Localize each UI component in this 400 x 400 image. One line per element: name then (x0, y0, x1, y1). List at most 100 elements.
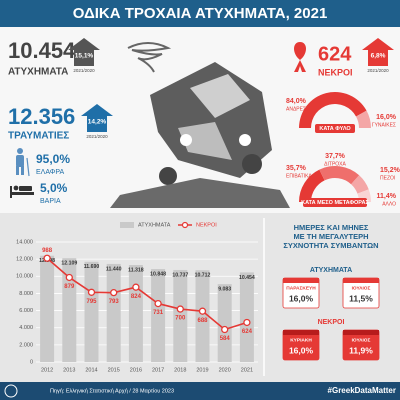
segment-value: 11,4% (377, 193, 397, 200)
accidents-period: 2021/2020 (73, 68, 95, 73)
line-point (154, 299, 162, 308)
y-tick-label: 12.000 (16, 257, 33, 263)
segment-label: ΓΥΝΑΙΚΕΣ (372, 122, 396, 128)
calendar-value: 11,5% (349, 293, 373, 303)
line-value-label: 824 (131, 294, 142, 300)
bar (40, 255, 55, 362)
panel-title: ΣΥΧΝΟΤΗΤΑ ΣΥΜΒΑΝΤΩΝ (283, 241, 378, 250)
x-tick-label: 2013 (63, 367, 75, 373)
line-point (221, 325, 229, 334)
injured-label: ΤΡΑΥΜΑΤΙΕΣ (8, 131, 69, 142)
segment-label: ΠΕΖΟΙ (380, 175, 395, 181)
line-value-label: 688 (197, 318, 208, 324)
calendar-top (343, 278, 379, 283)
segment-label: ΑΛΛΟ (382, 201, 396, 207)
bar-value-label: 10.737 (172, 272, 188, 278)
bar-value-label: 10.848 (150, 271, 166, 277)
calendar-top (283, 278, 319, 283)
bar (151, 269, 166, 362)
line-point (243, 318, 251, 327)
bar (62, 258, 77, 362)
donut-segment (351, 175, 369, 194)
bar (128, 264, 143, 362)
line-point (43, 254, 51, 262)
bar (239, 272, 254, 362)
calendar-label: ΠΑΡΑΣΚΕΥΗ (286, 285, 316, 291)
calendar-label: ΙΟΥΛΙΟΣ (352, 285, 371, 291)
x-tick-label: 2019 (196, 367, 208, 373)
accidents-change: 15,1% (75, 53, 94, 60)
legend-swatch (181, 221, 189, 229)
accidents-value: 10.454 (8, 38, 76, 63)
x-tick-label: 2020 (219, 367, 231, 373)
bar-value-label: 11.690 (84, 264, 100, 270)
donut-segment (299, 169, 325, 202)
y-tick-label: 6.000 (19, 308, 33, 314)
calendar-value: 11,9% (349, 345, 373, 355)
y-tick-label: 0 (30, 359, 33, 365)
bar-value-label: 10.712 (195, 273, 211, 279)
segment-value: 37,7% (325, 153, 346, 160)
line-point (65, 273, 73, 282)
group-title: ΑΤΥΧΗΜΑΤΑ (310, 267, 352, 274)
calendar-label: ΚΥΡΙΑΚΗ (290, 337, 312, 343)
x-tick-label: 2017 (152, 367, 164, 373)
light-value: 95,0% (36, 152, 70, 166)
y-tick-label: 8.000 (19, 291, 33, 297)
bar (84, 261, 99, 362)
change-arrow (68, 38, 100, 66)
segment-label: ΑΝΔΡΕΣ (286, 106, 306, 112)
x-tick-label: 2012 (41, 367, 53, 373)
donut-segment (356, 110, 371, 128)
deaths-label: ΝΕΚΡΟΙ (318, 67, 353, 77)
line-value-label: 793 (109, 299, 120, 305)
panel-title: ΜΕ ΤΗ ΜΕΓΑΛΥΤΕΡΗ (293, 232, 368, 241)
person-icon (16, 148, 30, 177)
segment-value: 35,7% (286, 165, 307, 172)
line-value-label: 988 (42, 248, 53, 254)
y-tick-label: 2.000 (19, 342, 33, 348)
line-point (176, 305, 184, 313)
legend-swatch (120, 222, 134, 228)
header-bar (0, 0, 400, 27)
calendar-top (283, 330, 319, 335)
injured-change: 14,2% (88, 119, 107, 126)
change-arrow (362, 38, 394, 66)
segment-value: 16,0% (376, 114, 397, 121)
calendar-top (343, 330, 379, 335)
line-point (132, 283, 140, 291)
segment-label: ΔΙΤΡΟΧΑ (324, 161, 346, 167)
donut-segment (299, 92, 367, 128)
injured-period: 2021/2020 (86, 134, 108, 139)
x-tick-label: 2018 (174, 367, 186, 373)
injured-value: 12.356 (8, 104, 75, 129)
x-tick-label: 2021 (241, 367, 253, 373)
donut-title: ΚΑΤΑ ΜΕΣΟ ΜΕΤΑΦΟΡΑΣ (301, 200, 369, 206)
y-tick-label: 10.000 (16, 274, 33, 280)
line-value-label: 624 (242, 329, 253, 335)
logo (4, 384, 18, 398)
ribbon-icon (294, 42, 306, 72)
x-tick-label: 2016 (130, 367, 142, 373)
line (46, 257, 248, 331)
light-label: ΕΛΑΦΡΑ (36, 169, 65, 176)
severe-value: 5,0% (40, 181, 68, 195)
x-tick-label: 2015 (108, 367, 120, 373)
legend-label: ΑΤΥΧΗΜΑΤΑ (138, 222, 171, 228)
footer-bar (0, 382, 400, 400)
y-tick-label: 4.000 (19, 325, 33, 331)
y-tick-label: 14.000 (16, 239, 33, 245)
deaths-value: 624 (318, 43, 352, 65)
source: Πηγή: Ελληνική Στατιστική Αρχή / 28 Μαρτ… (50, 387, 174, 394)
bar (217, 284, 232, 362)
accidents-label: ΑΤΥΧΗΜΑΤΑ (8, 67, 68, 78)
calendar-label: ΙΟΥΛΙΟΣ (352, 337, 371, 343)
line-value-label: 795 (86, 299, 97, 305)
line-value-label: 700 (175, 316, 186, 322)
panel-title: ΗΜΕΡΕΣ ΚΑΙ ΜΗΝΕΣ (294, 223, 369, 232)
bar-value-label: 11.440 (106, 266, 122, 272)
deaths-period: 2021/2020 (367, 68, 389, 73)
segment-label: ΕΠΙΒΑΤΙΚΑ (286, 173, 312, 179)
calendar-value: 16,0% (289, 293, 314, 303)
